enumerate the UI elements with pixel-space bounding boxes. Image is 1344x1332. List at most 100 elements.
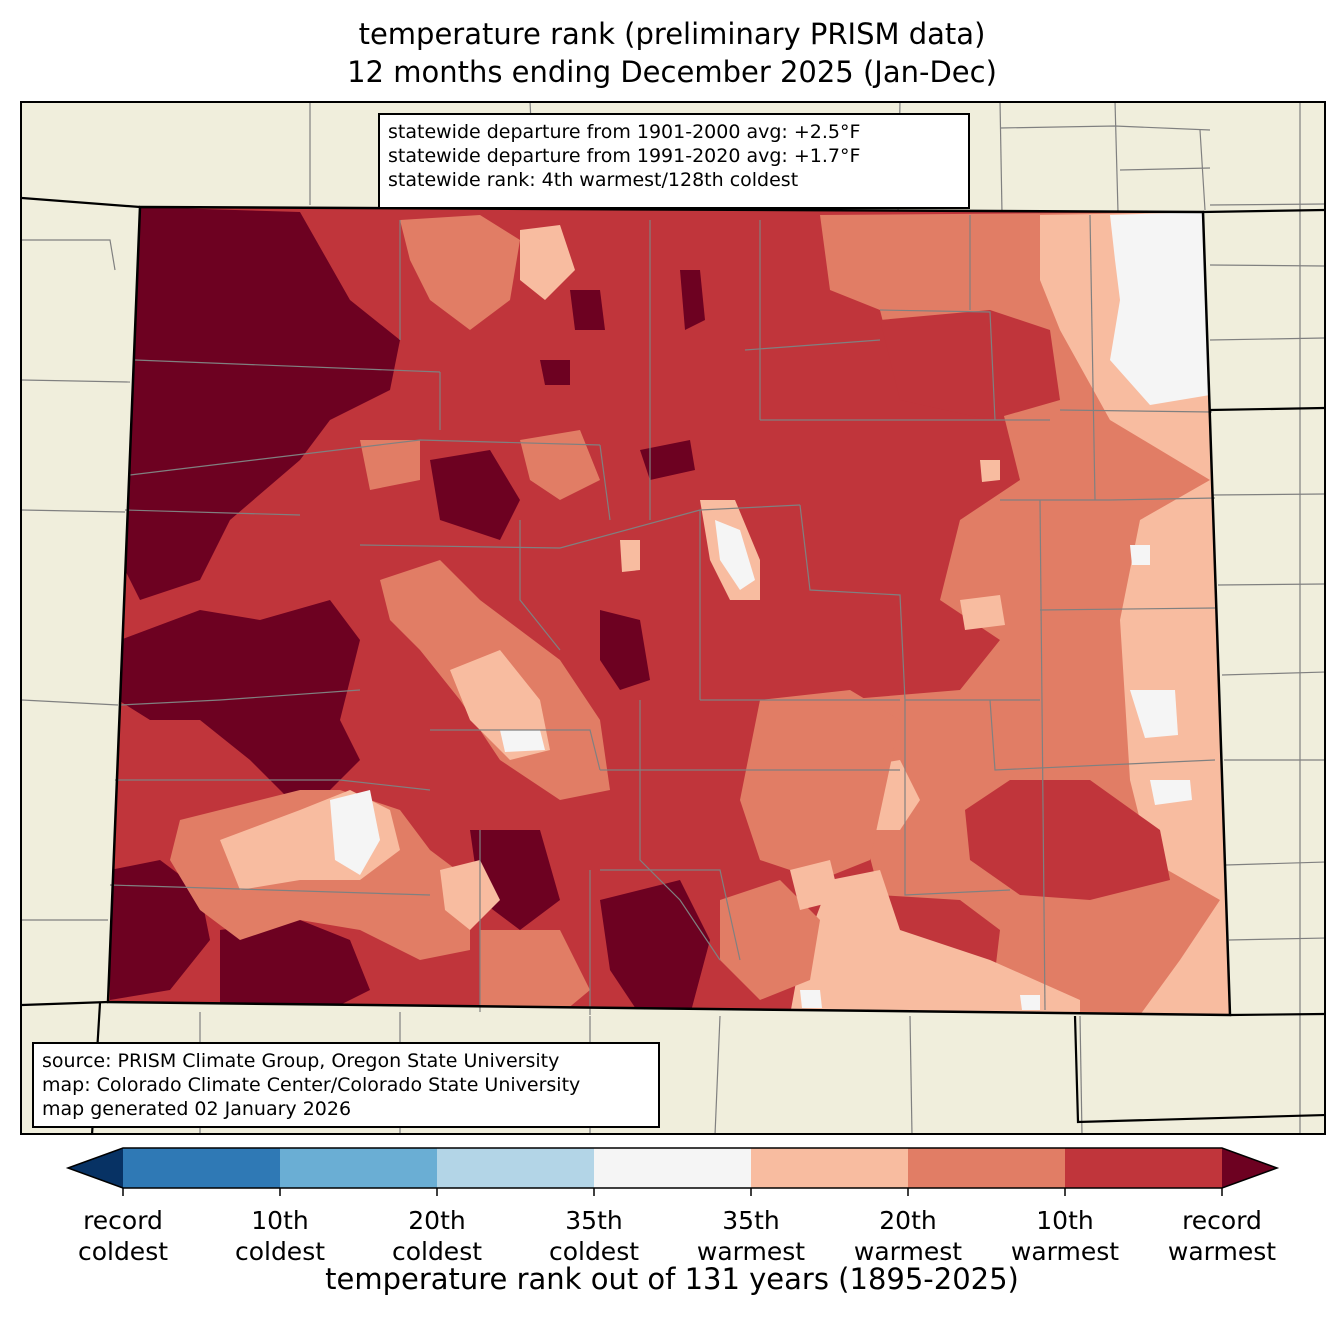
neighbor-county-line: [1199, 129, 1206, 211]
neighbor-county-line: [1228, 937, 1324, 941]
tick-label-line-1: 35th: [722, 1206, 780, 1235]
stats-line-1: statewide departure from 1901-2000 avg: …: [388, 121, 861, 143]
colorbar-bin-1: [123, 1148, 281, 1188]
temperature-rank-field: [108, 207, 1230, 1015]
rank-region-neutral: [715, 520, 755, 590]
neighbor-county-line: [1225, 861, 1324, 866]
county-line: [1039, 607, 1216, 611]
colorbar-tick-label: record coldest: [43, 1205, 203, 1267]
map-canvas: [22, 103, 1324, 1133]
rank-region-tenth-warmest: [965, 780, 1170, 900]
county-line: [1109, 497, 1216, 501]
colorbar-tick-label: 35th coldest: [514, 1205, 674, 1267]
colorbar-tick-label: 20th coldest: [357, 1205, 517, 1267]
tick-label-line-2: warmest: [853, 1237, 963, 1266]
rank-region-thirtyfifth-warmest: [960, 595, 1005, 630]
colorbar-bin-5: [751, 1148, 909, 1188]
rank-region-record-warmest: [118, 600, 360, 800]
county-line: [879, 309, 996, 421]
colorbar-tick-label: 10th warmest: [985, 1205, 1145, 1267]
rank-region-neutral: [1130, 545, 1150, 565]
rank-region-record-warmest: [220, 920, 370, 1010]
stats-line-3: statewide rank: 4th warmest/128th coldes…: [388, 169, 799, 191]
rank-region-record-warmest: [430, 450, 520, 540]
rank-region-twentieth-warmest: [400, 215, 520, 330]
neighbor-county-line: [1079, 1015, 1083, 1133]
rank-region-thirtyfifth-warmest: [620, 540, 640, 572]
stats-line-2: statewide departure from 1991-2020 avg: …: [388, 145, 861, 167]
tick-label-line-2: warmest: [1167, 1237, 1277, 1266]
tick-label-line-1: record: [83, 1206, 163, 1235]
county-line: [1089, 214, 1096, 501]
rank-region-neutral: [800, 990, 822, 1008]
county-line: [430, 729, 601, 771]
tick-label-line-1: 20th: [408, 1206, 466, 1235]
tick-label-line-1: 35th: [565, 1206, 623, 1235]
statewide-stats-box: statewide departure from 1901-2000 avg: …: [378, 113, 970, 209]
rank-region-thirtyfifth-warmest: [980, 460, 1000, 482]
state-line: [1202, 208, 1324, 214]
tick-label-line-1: 10th: [251, 1206, 309, 1235]
rank-region-record-warmest: [570, 290, 605, 330]
state-line: [1229, 1012, 1324, 1017]
colorbar-extend-low: [68, 1148, 123, 1188]
colorbar-tick-label: 20th warmest: [828, 1205, 988, 1267]
rank-region-twentieth-warmest: [360, 440, 420, 490]
tick-label-line-2: coldest: [548, 1237, 640, 1266]
county-line: [134, 359, 441, 373]
rank-region-neutral: [1150, 780, 1192, 805]
tick-label-line-1: record: [1182, 1206, 1262, 1235]
county-line: [744, 339, 881, 351]
rank-region-neutral: [500, 730, 545, 752]
neighbor-county-line: [1217, 583, 1324, 586]
colorado-map: statewide departure from 1901-2000 avg: …: [20, 101, 1326, 1135]
neighbor-county-line: [22, 379, 131, 383]
county-line: [519, 520, 561, 651]
county-line: [799, 504, 1040, 701]
rank-region-neutral: [1020, 995, 1040, 1010]
rank-region-neutral: [330, 790, 380, 875]
county-line: [639, 700, 721, 961]
neighbor-county-line: [909, 1015, 913, 1133]
tick-label-line-2: coldest: [77, 1237, 169, 1266]
tick-label-line-2: coldest: [234, 1237, 326, 1266]
source-box: source: PRISM Climate Group, Oregon Stat…: [32, 1042, 660, 1128]
neighbor-county-line: [999, 125, 1211, 131]
rank-region-thirtyfifth-warmest: [790, 860, 840, 910]
tick-label-line-2: warmest: [1010, 1237, 1120, 1266]
neighbor-county-line: [22, 509, 126, 513]
colorbar-tick-label: record warmest: [1142, 1205, 1302, 1267]
colorbar-outline: [65, 1147, 1280, 1189]
rank-region-record-warmest: [640, 440, 695, 480]
county-line: [989, 699, 1216, 771]
tick-label-line-1: 10th: [1036, 1206, 1094, 1235]
county-line: [109, 884, 431, 896]
neighbor-county-line: [1119, 167, 1211, 171]
county-line: [119, 689, 361, 706]
rank-region-record-warmest: [680, 270, 705, 330]
rank-region-record-warmest: [600, 610, 650, 690]
colorbar-tick-label: 10th coldest: [200, 1205, 360, 1267]
rank-region-twentieth-warmest: [740, 690, 900, 880]
tick-label-line-2: warmest: [696, 1237, 806, 1266]
rank-region-tenth-warmest: [880, 310, 1060, 420]
county-line: [600, 869, 741, 961]
neighbor-county-line: [1209, 264, 1324, 267]
colorbar-bin-7: [1065, 1148, 1223, 1188]
colorbar-axis-label: temperature rank out of 131 years (1895-…: [325, 1262, 1019, 1296]
rank-region-record-warmest: [120, 207, 400, 600]
neighbor-county-line: [999, 103, 1003, 214]
state-line: [1073, 1015, 1324, 1124]
county-line: [1039, 499, 1046, 1011]
neighbor-county-line: [1221, 671, 1324, 676]
colorbar-bin-6: [908, 1148, 1066, 1188]
state-line: [1209, 406, 1324, 412]
rank-region-record-warmest: [600, 880, 710, 1015]
rank-field: [108, 207, 1230, 1015]
rank-region-twentieth-warmest: [520, 430, 600, 500]
colorbar-bin-3: [437, 1148, 595, 1188]
rank-region-record-warmest: [540, 360, 570, 385]
county-line: [129, 439, 601, 476]
rank-region-thirtyfifth-warmest: [520, 225, 575, 300]
rank-region-record-warmest: [110, 860, 210, 1000]
